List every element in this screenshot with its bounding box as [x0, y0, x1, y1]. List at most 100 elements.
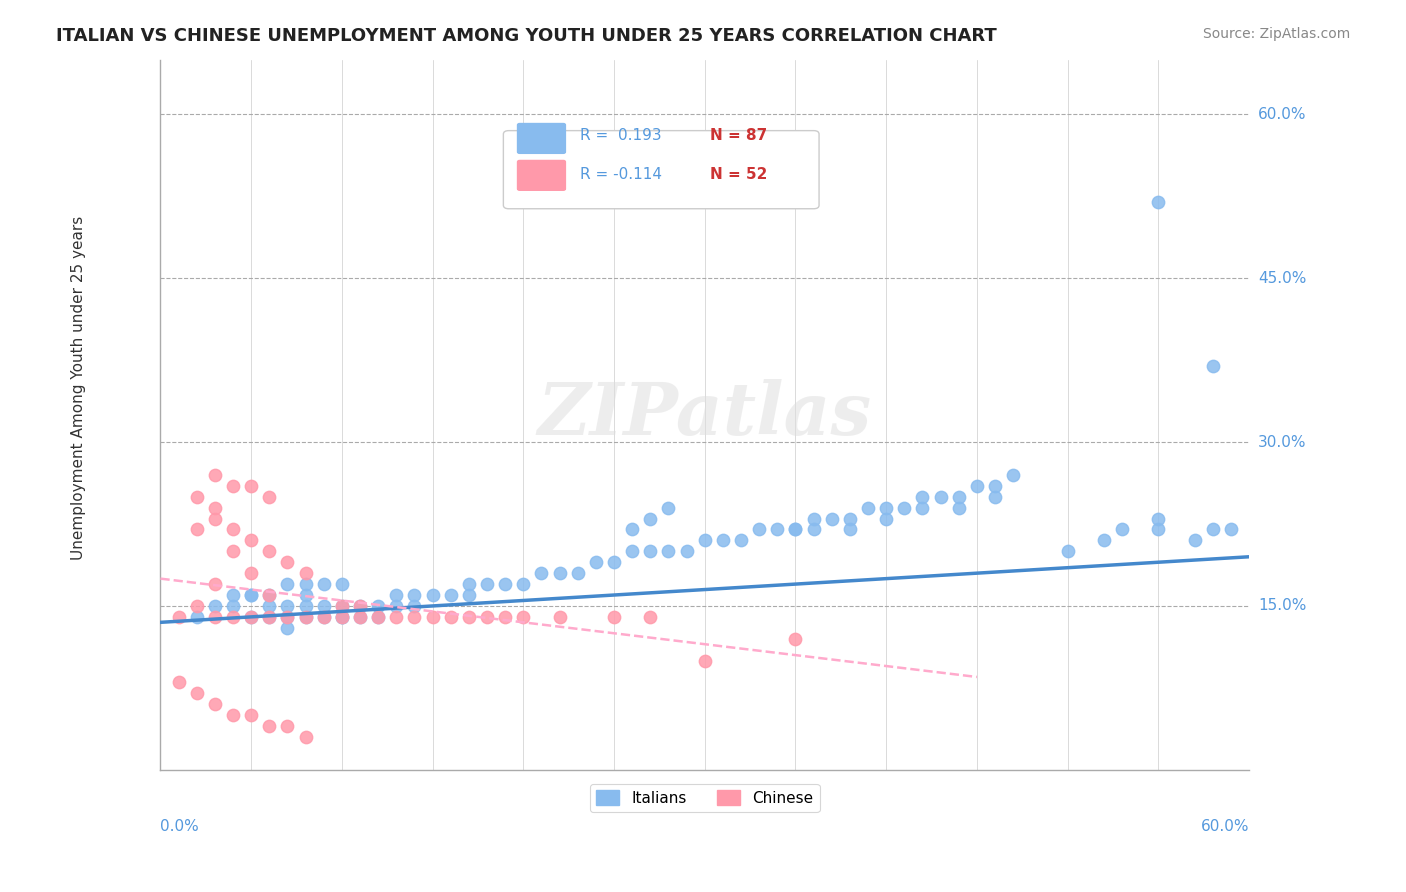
Point [385, 599, 408, 613]
Point [204, 599, 226, 613]
Point [294, 577, 316, 591]
Point [693, 533, 716, 548]
Point [222, 588, 245, 602]
Point [259, 588, 281, 602]
Point [259, 544, 281, 558]
Point [222, 708, 245, 723]
Point [548, 610, 571, 624]
Point [240, 708, 263, 723]
Point [167, 610, 190, 624]
Point [948, 490, 970, 504]
Point [422, 610, 444, 624]
Point [276, 621, 298, 635]
Point [567, 566, 589, 581]
Point [167, 675, 190, 690]
Point [330, 599, 353, 613]
Point [748, 523, 770, 537]
Text: 60.0%: 60.0% [1201, 819, 1249, 834]
Point [312, 599, 335, 613]
Point [948, 500, 970, 515]
Point [875, 511, 897, 525]
Point [1147, 523, 1170, 537]
Point [204, 500, 226, 515]
Text: N = 87: N = 87 [710, 128, 768, 143]
Point [330, 577, 353, 591]
Point [1002, 467, 1025, 482]
Point [785, 523, 807, 537]
Point [222, 544, 245, 558]
Point [367, 599, 389, 613]
Point [259, 610, 281, 624]
Point [548, 566, 571, 581]
Point [530, 566, 553, 581]
Point [259, 599, 281, 613]
Point [276, 610, 298, 624]
Point [349, 610, 371, 624]
Point [838, 523, 860, 537]
Point [330, 599, 353, 613]
Point [367, 610, 389, 624]
Point [240, 588, 263, 602]
Text: ITALIAN VS CHINESE UNEMPLOYMENT AMONG YOUTH UNDER 25 YEARS CORRELATION CHART: ITALIAN VS CHINESE UNEMPLOYMENT AMONG YO… [56, 27, 997, 45]
Point [785, 523, 807, 537]
Point [766, 523, 789, 537]
Point [349, 610, 371, 624]
Legend: Italians, Chinese: Italians, Chinese [591, 784, 820, 812]
Point [222, 610, 245, 624]
Point [294, 588, 316, 602]
Point [349, 599, 371, 613]
Text: 30.0%: 30.0% [1258, 434, 1306, 450]
Point [186, 599, 208, 613]
Point [240, 610, 263, 624]
Point [1184, 533, 1206, 548]
Point [186, 523, 208, 537]
Point [330, 610, 353, 624]
Point [222, 523, 245, 537]
Point [621, 523, 644, 537]
Point [222, 599, 245, 613]
Point [404, 588, 426, 602]
Point [711, 533, 734, 548]
Point [440, 588, 463, 602]
Text: R =  0.193: R = 0.193 [579, 128, 661, 143]
Point [204, 511, 226, 525]
Point [1092, 533, 1115, 548]
Text: Source: ZipAtlas.com: Source: ZipAtlas.com [1202, 27, 1350, 41]
Text: Unemployment Among Youth under 25 years: Unemployment Among Youth under 25 years [72, 215, 86, 559]
Point [911, 500, 934, 515]
Point [1202, 523, 1225, 537]
Text: ZIPatlas: ZIPatlas [537, 379, 872, 450]
FancyBboxPatch shape [503, 130, 820, 209]
Point [259, 610, 281, 624]
Point [294, 610, 316, 624]
Point [675, 544, 697, 558]
Point [803, 523, 825, 537]
Point [259, 719, 281, 733]
Point [240, 479, 263, 493]
Point [312, 577, 335, 591]
Point [475, 610, 498, 624]
Point [585, 555, 607, 569]
Point [367, 610, 389, 624]
Point [640, 511, 662, 525]
Point [494, 610, 516, 624]
Point [186, 686, 208, 700]
Point [640, 610, 662, 624]
Point [875, 500, 897, 515]
Point [294, 599, 316, 613]
Point [603, 610, 626, 624]
Point [893, 500, 915, 515]
Point [457, 577, 479, 591]
Point [294, 730, 316, 744]
Point [911, 490, 934, 504]
Point [730, 533, 752, 548]
Point [803, 511, 825, 525]
Point [276, 577, 298, 591]
Point [640, 544, 662, 558]
Point [1111, 523, 1133, 537]
Point [475, 577, 498, 591]
Point [984, 479, 1007, 493]
Point [276, 610, 298, 624]
FancyBboxPatch shape [517, 161, 565, 190]
Point [1056, 544, 1078, 558]
